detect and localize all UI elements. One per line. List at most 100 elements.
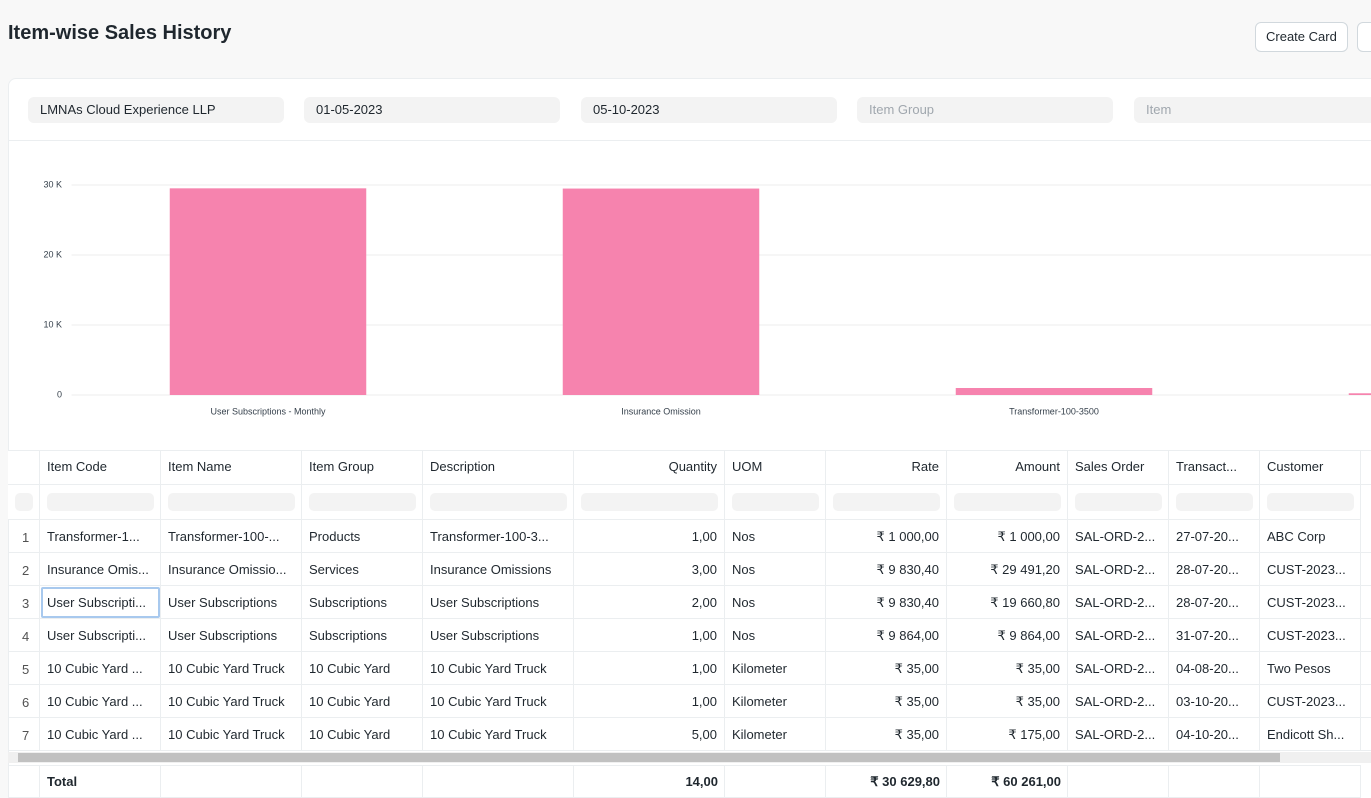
table-cell[interactable]: CUST-2023... [1260, 553, 1361, 586]
table-cell[interactable]: ₹ 1 000,00 [947, 520, 1068, 553]
column-filter-input[interactable] [833, 493, 940, 511]
table-cell[interactable]: 27-07-20... [1169, 520, 1260, 553]
table-cell[interactable]: Transformer-1... [40, 520, 161, 553]
filter-input[interactable]: LMNAs Cloud Experience LLP [28, 97, 284, 123]
table-cell[interactable]: CUST-2023... [1260, 586, 1361, 619]
table-cell[interactable]: Subscriptions [302, 586, 423, 619]
table-cell[interactable]: ₹ 35,00 [826, 652, 947, 685]
column-header[interactable]: Rate [826, 450, 947, 485]
table-cell[interactable]: Insurance Omissio... [161, 553, 302, 586]
table-cell[interactable]: 28-07-20... [1169, 553, 1260, 586]
column-filter-input[interactable] [15, 493, 33, 511]
table-cell[interactable]: ₹ 35,00 [826, 718, 947, 751]
table-cell[interactable]: 1,00 [574, 652, 725, 685]
column-filter-input[interactable] [47, 493, 154, 511]
table-cell[interactable]: Kilometer [725, 685, 826, 718]
table-cell[interactable]: ₹ 35,00 [826, 685, 947, 718]
column-filter-input[interactable] [581, 493, 718, 511]
table-cell[interactable]: 10 Cubic Yard Truck [423, 652, 574, 685]
column-filter-input[interactable] [309, 493, 416, 511]
column-filter-input[interactable] [732, 493, 819, 511]
column-header[interactable]: Customer [1260, 450, 1361, 485]
create-card-button[interactable]: Create Card [1255, 22, 1348, 52]
table-cell[interactable]: Insurance Omissions [423, 553, 574, 586]
column-filter-input[interactable] [168, 493, 295, 511]
table-cell[interactable]: 1,00 [574, 619, 725, 652]
table-cell[interactable]: Services [302, 553, 423, 586]
table-cell[interactable]: 5,00 [574, 718, 725, 751]
table-cell[interactable]: SAL-ORD-2... [1068, 718, 1169, 751]
table-cell[interactable]: CUST-2023... [1260, 619, 1361, 652]
table-cell[interactable]: SAL-ORD-2... [1068, 685, 1169, 718]
column-header[interactable]: UOM [725, 450, 826, 485]
table-cell[interactable]: 04-08-20... [1169, 652, 1260, 685]
table-cell[interactable]: Two Pesos [1260, 652, 1361, 685]
filter-input[interactable]: Item [1134, 97, 1371, 123]
table-cell[interactable]: 31-07-20... [1169, 619, 1260, 652]
table-cell[interactable]: User Subscriptions [161, 619, 302, 652]
table-cell[interactable]: ₹ 1 000,00 [826, 520, 947, 553]
table-cell[interactable]: 2,00 [574, 586, 725, 619]
table-cell[interactable]: Kilometer [725, 718, 826, 751]
table-cell[interactable]: Insurance Omis... [40, 553, 161, 586]
table-cell[interactable]: SAL-ORD-2... [1068, 553, 1169, 586]
table-cell[interactable]: Nos [725, 553, 826, 586]
table-cell[interactable]: ABC Corp [1260, 520, 1361, 553]
table-cell[interactable]: ₹ 29 491,20 [947, 553, 1068, 586]
table-cell[interactable]: 10 Cubic Yard [302, 685, 423, 718]
table-cell[interactable]: 10 Cubic Yard Truck [161, 652, 302, 685]
column-header[interactable]: Item Name [161, 450, 302, 485]
table-cell[interactable]: Endicott Sh... [1260, 718, 1361, 751]
filter-input[interactable]: Item Group [857, 97, 1113, 123]
table-cell[interactable]: Nos [725, 619, 826, 652]
table-cell[interactable]: SAL-ORD-2... [1068, 619, 1169, 652]
column-header[interactable]: Item Group [302, 450, 423, 485]
column-filter-input[interactable] [1176, 493, 1253, 511]
table-cell[interactable]: 04-10-20... [1169, 718, 1260, 751]
table-cell[interactable]: CUST-2023... [1260, 685, 1361, 718]
table-cell[interactable]: 10 Cubic Yard ... [40, 718, 161, 751]
table-cell[interactable]: 03-10-20... [1169, 685, 1260, 718]
table-cell[interactable]: 1,00 [574, 520, 725, 553]
column-header[interactable]: Sales Order [1068, 450, 1169, 485]
table-cell[interactable]: User Subscriptions [423, 586, 574, 619]
table-cell[interactable]: Kilometer [725, 652, 826, 685]
table-cell[interactable]: 1,00 [574, 685, 725, 718]
table-cell[interactable]: Transformer-100-3... [423, 520, 574, 553]
column-header[interactable]: Transact... [1169, 450, 1260, 485]
table-cell[interactable]: ₹ 19 660,80 [947, 586, 1068, 619]
table-cell[interactable]: ₹ 9 830,40 [826, 553, 947, 586]
table-cell[interactable]: 3,00 [574, 553, 725, 586]
table-cell[interactable]: ₹ 35,00 [947, 652, 1068, 685]
column-filter-input[interactable] [430, 493, 567, 511]
table-cell[interactable]: User Subscripti... [40, 586, 161, 619]
table-cell[interactable]: SAL-ORD-2... [1068, 520, 1169, 553]
table-cell[interactable]: Subscriptions [302, 619, 423, 652]
filter-input[interactable]: 05-10-2023 [581, 97, 837, 123]
column-header[interactable]: Amount [947, 450, 1068, 485]
table-cell[interactable]: ₹ 175,00 [947, 718, 1068, 751]
more-button[interactable] [1357, 22, 1371, 52]
filter-input[interactable]: 01-05-2023 [304, 97, 560, 123]
table-cell[interactable]: User Subscriptions [161, 586, 302, 619]
table-cell[interactable]: 28-07-20... [1169, 586, 1260, 619]
table-cell[interactable]: User Subscriptions [423, 619, 574, 652]
table-cell[interactable]: SAL-ORD-2... [1068, 586, 1169, 619]
column-header[interactable]: Quantity [574, 450, 725, 485]
table-cell[interactable]: ₹ 9 864,00 [947, 619, 1068, 652]
table-cell[interactable]: 10 Cubic Yard ... [40, 685, 161, 718]
table-cell[interactable]: 10 Cubic Yard ... [40, 652, 161, 685]
table-cell[interactable]: Nos [725, 586, 826, 619]
table-cell[interactable]: ₹ 9 864,00 [826, 619, 947, 652]
table-cell[interactable]: ₹ 9 830,40 [826, 586, 947, 619]
table-cell[interactable]: User Subscripti... [40, 619, 161, 652]
column-header[interactable]: Item Code [40, 450, 161, 485]
table-cell[interactable]: 10 Cubic Yard [302, 718, 423, 751]
table-cell[interactable]: 10 Cubic Yard Truck [161, 718, 302, 751]
column-filter-input[interactable] [1075, 493, 1162, 511]
table-cell[interactable]: Nos [725, 520, 826, 553]
table-cell[interactable]: 10 Cubic Yard Truck [423, 718, 574, 751]
scrollbar-thumb[interactable] [18, 753, 1280, 762]
table-cell[interactable]: 10 Cubic Yard Truck [161, 685, 302, 718]
table-cell[interactable]: 10 Cubic Yard Truck [423, 685, 574, 718]
